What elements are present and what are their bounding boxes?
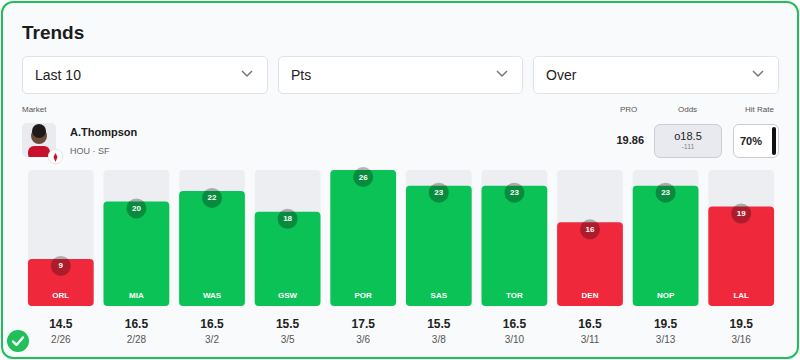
svg-text:2/28: 2/28	[127, 334, 147, 345]
svg-text:3/6: 3/6	[356, 334, 370, 345]
svg-text:3/5: 3/5	[281, 334, 295, 345]
html-text:PRO: PRO	[620, 105, 638, 114]
svg-text:19: 19	[737, 209, 746, 218]
html-text:Last 10: Last 10	[35, 67, 81, 83]
svg-text:16.5: 16.5	[578, 317, 602, 331]
html-text:Over: Over	[546, 67, 577, 83]
svg-text:9: 9	[59, 261, 64, 270]
svg-text:3/11: 3/11	[581, 334, 600, 345]
svg-text:LAL: LAL	[733, 291, 749, 300]
html-text:Odds: Odds	[678, 105, 698, 114]
svg-text:16: 16	[586, 225, 595, 234]
svg-text:19.5: 19.5	[654, 317, 678, 331]
svg-text:3/8: 3/8	[432, 334, 446, 345]
svg-text:16.5: 16.5	[200, 317, 224, 331]
html-text:Trends: Trends	[22, 22, 85, 43]
svg-text:15.5: 15.5	[427, 317, 451, 331]
svg-text:GSW: GSW	[278, 291, 298, 300]
svg-text:DEN: DEN	[582, 291, 599, 300]
svg-text:26: 26	[359, 173, 368, 182]
html-text:70%: 70%	[740, 135, 762, 147]
svg-text:ORL: ORL	[52, 291, 69, 300]
html-text:Hit Rate: Hit Rate	[745, 105, 774, 114]
html-text:Pts: Pts	[291, 67, 312, 83]
svg-text:17.5: 17.5	[352, 317, 376, 331]
html-text:A.Thompson: A.Thompson	[70, 126, 138, 138]
svg-text:3/16: 3/16	[731, 334, 751, 345]
svg-text:SAS: SAS	[431, 291, 448, 300]
html-text:HOU · SF: HOU · SF	[70, 146, 110, 156]
svg-text:23: 23	[661, 188, 670, 197]
svg-text:16.5: 16.5	[125, 317, 149, 331]
svg-text:WAS: WAS	[203, 291, 222, 300]
svg-text:16.5: 16.5	[503, 317, 527, 331]
html-text:o18.5: o18.5	[674, 130, 702, 142]
svg-text:POR: POR	[355, 291, 373, 300]
svg-text:23: 23	[510, 188, 519, 197]
svg-text:3/2: 3/2	[205, 334, 219, 345]
svg-text:TOR: TOR	[506, 291, 523, 300]
svg-text:23: 23	[434, 188, 443, 197]
svg-text:18: 18	[283, 214, 292, 223]
svg-text:14.5: 14.5	[49, 317, 73, 331]
html-text:-111: -111	[681, 143, 695, 150]
svg-text:2/26: 2/26	[51, 334, 71, 345]
svg-text:MIA: MIA	[129, 291, 144, 300]
svg-text:19.5: 19.5	[730, 317, 754, 331]
svg-text:22: 22	[208, 193, 217, 202]
svg-text:15.5: 15.5	[276, 317, 300, 331]
html-text:19.86: 19.86	[616, 134, 644, 146]
svg-text:3/13: 3/13	[656, 334, 676, 345]
svg-text:3/10: 3/10	[505, 334, 525, 345]
svg-text:NOP: NOP	[657, 291, 675, 300]
html-text:Market: Market	[22, 105, 47, 114]
svg-text:20: 20	[132, 204, 141, 213]
